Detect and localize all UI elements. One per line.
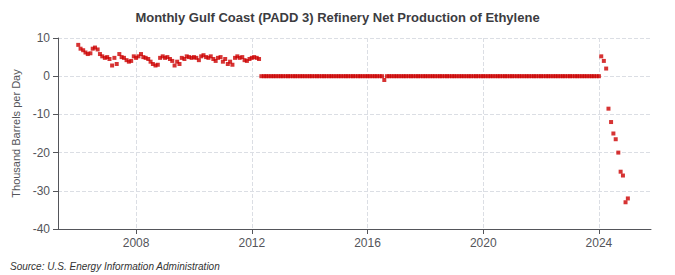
svg-text:-30: -30 <box>33 184 51 198</box>
svg-text:2020: 2020 <box>470 236 497 250</box>
svg-text:2024: 2024 <box>586 236 613 250</box>
svg-text:-10: -10 <box>33 107 51 121</box>
svg-text:0: 0 <box>43 69 50 83</box>
svg-text:10: 10 <box>37 31 51 45</box>
svg-text:Source: U.S. Energy Informatio: Source: U.S. Energy Information Administ… <box>10 261 220 272</box>
svg-text:-20: -20 <box>33 146 51 160</box>
svg-text:Thousand Barrels per Day: Thousand Barrels per Day <box>10 69 22 198</box>
svg-text:2016: 2016 <box>354 236 381 250</box>
svg-text:2008: 2008 <box>123 236 150 250</box>
svg-text:Monthly Gulf Coast (PADD 3) Re: Monthly Gulf Coast (PADD 3) Refinery Net… <box>135 10 539 25</box>
svg-text:2012: 2012 <box>238 236 265 250</box>
svg-text:-40: -40 <box>33 222 51 236</box>
